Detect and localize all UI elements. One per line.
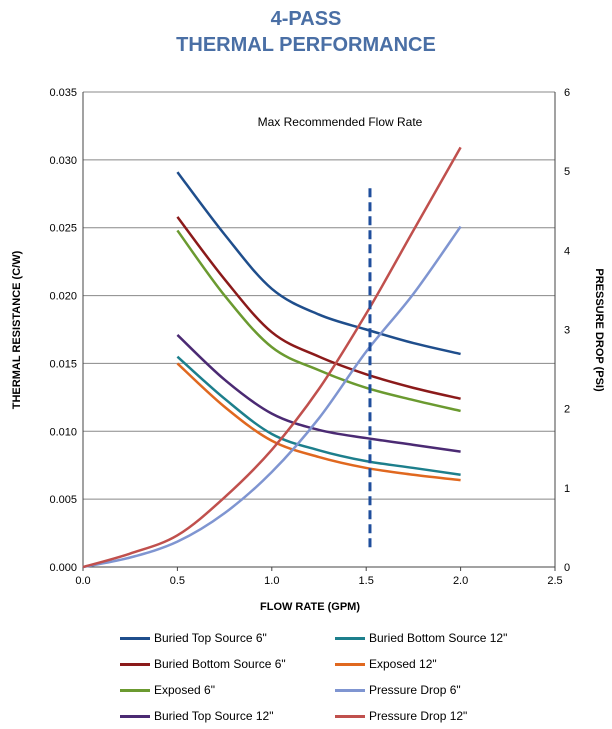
legend-label: Buried Top Source 12" (154, 709, 274, 723)
series-line-3 (176, 334, 461, 453)
y2-tick-label: 2 (564, 404, 570, 416)
x-tick-label: 0.5 (170, 575, 185, 587)
y2-tick-label: 4 (564, 245, 570, 257)
y-tick-label: 0.010 (49, 426, 77, 438)
y-tick-label: 0.030 (49, 155, 77, 167)
legend-swatch (120, 636, 150, 640)
x-tick-label: 2.0 (453, 575, 468, 587)
legend-item: Buried Top Source 12" (120, 706, 273, 726)
y-tick-label: 0.000 (49, 562, 77, 574)
chart-title-line-1: 4-PASS (270, 8, 342, 30)
legend-swatch (335, 662, 365, 666)
legend-label: Buried Bottom Source 12" (369, 631, 508, 645)
legend-item: Exposed 12" (335, 654, 437, 674)
legend-swatch (120, 662, 150, 666)
series-line-7 (82, 146, 462, 569)
legend-swatch (335, 714, 365, 718)
legend-swatch (120, 714, 150, 718)
tick-labels: 0.0000.0050.0100.0150.0200.0250.0300.035… (49, 87, 570, 587)
legend-label: Exposed 6" (154, 683, 215, 697)
x-tick-label: 1.5 (359, 575, 374, 587)
legend-swatch (335, 636, 365, 640)
legend-item: Buried Bottom Source 12" (335, 628, 507, 648)
chart-title-line-2: THERMAL PERFORMANCE (176, 34, 436, 56)
legend-label: Exposed 12" (369, 657, 437, 671)
legend-label: Buried Top Source 6" (154, 631, 267, 645)
max-flow-annotation: Max Recommended Flow Rate (258, 115, 423, 129)
legend-item: Exposed 6" (120, 680, 215, 700)
grid-lines (83, 91, 555, 500)
legend-item: Buried Top Source 6" (120, 628, 267, 648)
legend-label: Pressure Drop 6" (369, 683, 461, 697)
series-line-6 (82, 225, 462, 569)
legend-item: Pressure Drop 6" (335, 680, 461, 700)
x-tick-label: 1.0 (264, 575, 279, 587)
legend-label: Pressure Drop 12" (369, 709, 468, 723)
x-axis-label: FLOW RATE (GPM) (260, 601, 360, 613)
series-line-1 (176, 216, 461, 400)
series-line-5 (176, 362, 461, 482)
legend-swatch (335, 688, 365, 692)
x-tick-label: 2.5 (547, 575, 562, 587)
legend-item: Pressure Drop 12" (335, 706, 467, 726)
legend-item: Buried Bottom Source 6" (120, 654, 286, 674)
legend-swatch (120, 688, 150, 692)
y2-axis-label: PRESSURE DROP (PSI) (593, 268, 605, 392)
axes (82, 92, 556, 571)
y-tick-label: 0.025 (49, 223, 77, 235)
series-line-2 (176, 229, 461, 413)
y2-tick-label: 6 (564, 87, 570, 99)
y-tick-label: 0.005 (49, 494, 77, 506)
x-tick-label: 0.0 (75, 575, 90, 587)
y-tick-label: 0.020 (49, 291, 77, 303)
y-axis-label: THERMAL RESISTANCE (C/W) (11, 250, 23, 409)
y2-tick-label: 1 (564, 483, 570, 495)
y2-tick-label: 5 (564, 166, 570, 178)
series-lines (82, 146, 462, 569)
legend-label: Buried Bottom Source 6" (154, 657, 286, 671)
series-line-0 (176, 171, 461, 356)
y-tick-label: 0.035 (49, 87, 77, 99)
y-tick-label: 0.015 (49, 358, 77, 370)
y2-tick-label: 0 (564, 562, 570, 574)
y2-tick-label: 3 (564, 325, 570, 337)
series-line-4 (176, 355, 461, 476)
